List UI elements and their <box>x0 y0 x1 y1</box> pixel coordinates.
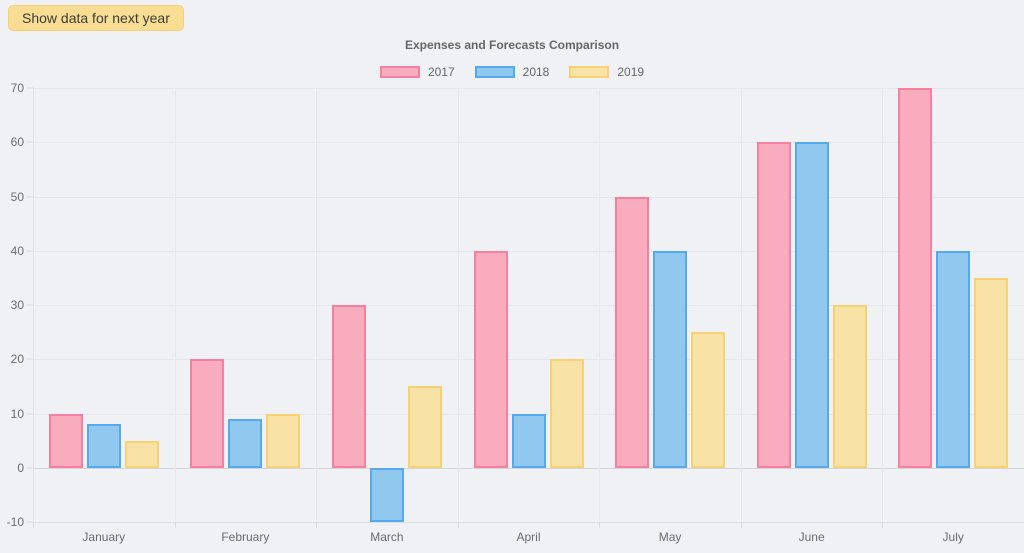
bar-2019-april[interactable] <box>549 359 584 468</box>
bar-2018-may[interactable] <box>653 250 688 468</box>
bar-2017-april[interactable] <box>473 250 508 468</box>
vertical-gridline <box>174 88 176 522</box>
x-axis-tick-mark <box>599 522 601 528</box>
bar-2019-may[interactable] <box>691 332 726 468</box>
y-axis-tick-mark <box>27 87 33 89</box>
bar-2017-may[interactable] <box>615 196 650 468</box>
horizontal-gridline <box>33 250 1024 252</box>
x-axis-tick-mark <box>457 522 459 528</box>
y-axis-tick-mark <box>27 521 33 523</box>
y-axis-tick-label-0: 0 <box>17 460 24 475</box>
x-axis-tick-mark <box>316 522 318 528</box>
plot-area <box>33 88 1024 528</box>
chart-plot-region: 70 60 50 40 30 20 10 0 -10 <box>0 81 1024 529</box>
y-axis-tick-mark <box>27 196 33 197</box>
y-axis: 70 60 50 40 30 20 10 0 -10 <box>0 81 33 529</box>
horizontal-gridline <box>33 522 1024 523</box>
vertical-gridline <box>740 88 742 522</box>
y-axis-tick-label--10: -10 <box>6 515 24 529</box>
x-axis: January February March April May June July <box>33 522 1024 546</box>
y-axis-tick-label-20: 20 <box>10 352 24 367</box>
legend-label-2019: 2019 <box>617 65 645 79</box>
legend-swatch-2018 <box>474 66 515 78</box>
y-axis-tick-mark <box>27 141 33 143</box>
bar-2019-march[interactable] <box>407 386 442 468</box>
x-axis-label-june: June <box>798 530 825 544</box>
legend-item-2018[interactable]: 2018 <box>474 65 550 79</box>
y-axis-tick-label-60: 60 <box>10 135 24 150</box>
y-axis-tick-label-70: 70 <box>10 81 24 95</box>
y-axis-tick-mark <box>27 358 33 360</box>
bar-2019-june[interactable] <box>832 305 867 468</box>
bar-2018-june[interactable] <box>794 142 829 468</box>
horizontal-gridline <box>33 305 1024 306</box>
bar-2018-july[interactable] <box>936 250 971 468</box>
horizontal-gridline <box>33 142 1024 144</box>
x-axis-label-february: February <box>221 530 270 544</box>
bar-2019-february[interactable] <box>266 413 301 468</box>
bar-2018-january[interactable] <box>86 424 121 468</box>
x-axis-label-april: April <box>516 530 541 544</box>
x-axis-label-july: July <box>942 530 964 544</box>
legend-item-2019[interactable]: 2019 <box>569 65 644 79</box>
bar-2019-july[interactable] <box>974 277 1009 468</box>
y-axis-tick-mark <box>27 467 33 469</box>
legend-item-2017[interactable]: 2017 <box>379 65 455 79</box>
show-next-year-button[interactable]: Show data for next year <box>8 5 184 31</box>
y-axis-line <box>33 88 34 522</box>
bar-2018-march[interactable] <box>369 467 404 522</box>
vertical-gridline <box>316 88 318 522</box>
x-axis-label-january: January <box>82 530 126 544</box>
y-axis-tick-label-40: 40 <box>10 243 24 258</box>
x-axis-tick-mark <box>174 522 176 528</box>
bar-2018-april[interactable] <box>511 413 546 468</box>
x-axis-label-march: March <box>370 530 404 544</box>
chart-legend: 2017 2018 2019 <box>0 65 1024 80</box>
x-axis-tick-mark <box>740 522 742 528</box>
bar-2017-january[interactable] <box>48 413 83 468</box>
y-axis-tick-mark <box>27 304 33 306</box>
horizontal-gridline <box>33 196 1024 198</box>
vertical-gridline <box>599 88 601 522</box>
y-axis-tick-mark <box>27 413 33 414</box>
bar-2017-february[interactable] <box>190 359 225 468</box>
bar-2017-march[interactable] <box>331 305 366 468</box>
bar-2019-january[interactable] <box>124 440 159 468</box>
y-axis-tick-label-50: 50 <box>10 189 24 204</box>
bar-2017-june[interactable] <box>756 142 791 468</box>
legend-swatch-2017 <box>379 66 420 78</box>
horizontal-gridline <box>33 88 1024 89</box>
legend-label-2018: 2018 <box>522 65 550 79</box>
vertical-gridline <box>457 88 459 522</box>
zero-gridline <box>33 467 1024 469</box>
x-axis-label-may: May <box>658 530 682 544</box>
x-axis-tick-mark <box>33 522 34 528</box>
x-axis-tick-mark <box>882 522 884 528</box>
y-axis-tick-mark <box>27 250 33 252</box>
legend-swatch-2019 <box>569 66 610 78</box>
y-axis-tick-label-10: 10 <box>10 406 24 421</box>
y-axis-tick-label-30: 30 <box>10 298 24 312</box>
vertical-gridline <box>882 88 884 522</box>
horizontal-gridline <box>33 359 1024 361</box>
legend-label-2017: 2017 <box>427 65 455 79</box>
chart-title: Expenses and Forecasts Comparison <box>404 38 620 52</box>
bar-2018-february[interactable] <box>228 418 263 468</box>
bar-2017-july[interactable] <box>898 88 933 468</box>
